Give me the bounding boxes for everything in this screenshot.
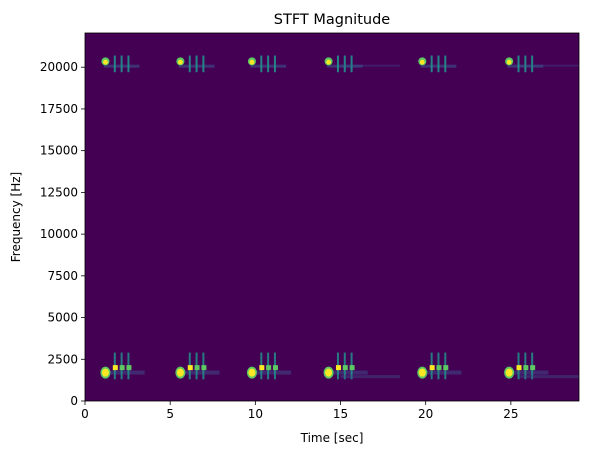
spectro-high-harmonic (127, 55, 130, 73)
x-axis-label: Time [sec] (300, 431, 364, 445)
y-tick-label: 0 (70, 394, 78, 408)
spectro-harmonic-peak (443, 365, 449, 371)
x-tick-label: 0 (81, 407, 89, 421)
spectro-high-harmonic (336, 55, 339, 73)
chart-title: STFT Magnitude (274, 12, 391, 28)
y-tick-label: 2500 (47, 352, 78, 366)
spectro-high-peak (249, 59, 255, 65)
spectro-high-harmonic (444, 55, 447, 73)
spectro-peak (176, 368, 184, 377)
spectrogram-layer (100, 55, 579, 380)
y-tick-label: 17500 (40, 102, 78, 116)
spectro-harmonic-peak (187, 365, 193, 371)
spectro-high-harmonic (273, 55, 276, 73)
spectro-streak (325, 370, 368, 375)
spectro-harmonic-peak (530, 365, 536, 371)
spectro-high-harmonic (517, 55, 520, 73)
spectro-harmonic-peak (349, 365, 355, 371)
x-tick-label: 25 (503, 407, 518, 421)
spectro-high-harmonic (188, 55, 191, 73)
spectro-high-peak (326, 59, 331, 65)
y-tick-label: 7500 (47, 269, 78, 283)
spectro-high-harmonic (113, 55, 116, 73)
spectro-high-harmonic (350, 55, 353, 73)
x-tick-label: 15 (333, 407, 348, 421)
spectro-tail (340, 375, 401, 379)
spectro-peak (101, 368, 109, 377)
spectro-high-harmonic (195, 55, 198, 73)
spectro-harmonic-peak (126, 365, 132, 371)
spectro-streak (505, 370, 549, 375)
spectro-harmonic-peak (201, 365, 207, 371)
x-tick-label: 5 (166, 407, 174, 421)
spectro-harmonic-peak (436, 365, 442, 371)
spectro-harmonic-peak (523, 365, 529, 371)
y-tick-label: 5000 (47, 311, 78, 325)
spectro-harmonic-peak (335, 365, 341, 371)
y-tick-label: 10000 (40, 227, 78, 241)
spectro-high-harmonic (430, 55, 433, 73)
spectro-high-harmonic (524, 55, 527, 73)
plot-area-background (85, 33, 579, 401)
x-axis-ticks: 0 5 10 15 20 25 (81, 401, 519, 421)
spectro-streak (176, 370, 220, 375)
spectro-harmonic-peak (194, 365, 200, 371)
spectro-high-harmonic (437, 55, 440, 73)
spectro-streak (248, 370, 292, 375)
y-tick-label: 12500 (40, 185, 78, 199)
y-axis-label: Frequency [Hz] (9, 172, 23, 263)
spectro-high-harmonic (267, 55, 270, 73)
x-tick-label: 10 (248, 407, 263, 421)
spectro-harmonic-peak (342, 365, 348, 371)
x-tick-label: 20 (418, 407, 433, 421)
spectro-high-harmonic (202, 55, 205, 73)
spectro-high-harmonic (120, 55, 123, 73)
spectro-high-tail (519, 64, 579, 67)
spectro-high-tail (340, 64, 401, 67)
spectro-high-harmonic (260, 55, 263, 73)
spectro-high-peak (103, 59, 108, 65)
spectro-streak (102, 370, 145, 375)
spectro-harmonic-peak (259, 365, 265, 371)
spectro-high-harmonic (343, 55, 346, 73)
y-tick-label: 15000 (40, 144, 78, 158)
spectro-harmonic-peak (266, 365, 272, 371)
spectro-high-peak (419, 59, 425, 65)
spectro-harmonic-peak (516, 365, 522, 371)
spectro-peak (248, 368, 256, 377)
y-tick-label: 20000 (40, 60, 78, 74)
spectro-harmonic-peak (429, 365, 435, 371)
spectro-high-peak (506, 59, 512, 65)
spectro-harmonic-peak (112, 365, 118, 371)
plot-frame (84, 32, 580, 402)
spectro-peak (505, 368, 513, 377)
spectro-streak (418, 370, 462, 375)
spectro-peak (418, 368, 426, 377)
spectro-peak (325, 368, 333, 377)
spectro-high-harmonic (531, 55, 534, 73)
spectro-harmonic-peak (119, 365, 125, 371)
spectro-harmonic-peak (272, 365, 278, 371)
y-axis-ticks: 0 2500 5000 7500 10000 12500 15000 17500 20000 (40, 60, 85, 408)
spectro-high-peak (177, 59, 183, 65)
spectro-tail (519, 375, 579, 379)
